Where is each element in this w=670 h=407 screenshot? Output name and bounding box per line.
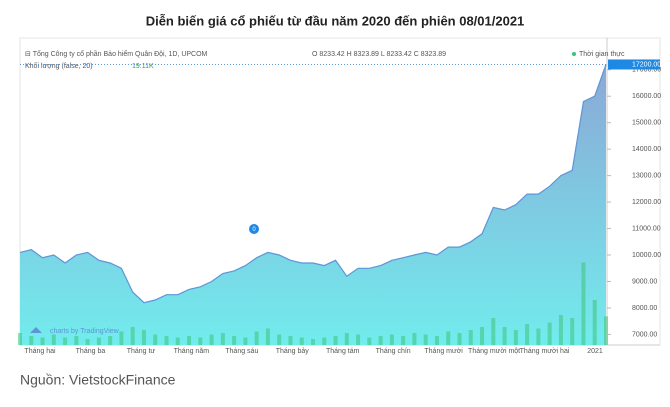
volume-bar: [277, 334, 282, 345]
volume-bar: [378, 336, 383, 345]
y-tick-label: 16000.00: [632, 93, 661, 100]
volume-bar: [401, 336, 406, 345]
x-tick-label: Tháng chín: [376, 348, 411, 355]
volume-bar: [74, 336, 79, 345]
volume-title: Khối lượng (false, 20): [25, 61, 93, 70]
volume-bar: [333, 336, 338, 345]
volume-bar: [164, 336, 169, 345]
volume-bar: [457, 333, 462, 345]
volume-bar: [344, 333, 349, 345]
y-tick-label: 13000.00: [632, 172, 661, 179]
volume-bar: [581, 262, 586, 345]
volume-bar: [547, 322, 552, 345]
volume-bar: [175, 337, 180, 345]
x-tick-label: Tháng bảy: [276, 348, 310, 355]
event-marker-label: 0: [252, 227, 256, 233]
volume-value: 19.11K: [132, 63, 154, 70]
volume-bar: [412, 333, 417, 345]
volume-bar: [288, 336, 293, 345]
y-tick-label: 8000.00: [632, 305, 657, 312]
volume-bar: [187, 336, 192, 345]
volume-bar: [254, 331, 259, 345]
ohlc-text: O 8233.42 H 8323.89 L 8233.42 C 8323.89: [312, 51, 446, 58]
y-tick-label: 11000.00: [632, 225, 661, 232]
x-tick-label: Tháng tư: [127, 348, 156, 355]
y-tick-label: 9000.00: [632, 278, 657, 285]
volume-bar: [311, 339, 315, 345]
x-tick-label: Tháng ba: [76, 348, 106, 355]
y-tick-label: 12000.00: [632, 199, 661, 206]
source: Nguồn: VietstockFinance: [20, 372, 176, 388]
volume-bar: [525, 324, 530, 345]
price-line: [19, 64, 607, 304]
x-tick-label: Tháng mười hai: [520, 348, 570, 355]
volume-bar: [108, 336, 113, 345]
volume-bar: [96, 337, 101, 345]
volume-bar: [536, 328, 541, 345]
series-title: ⊟ Tổng Công ty cổ phần Bảo hiểm Quân Đội…: [25, 49, 208, 58]
volume-bar: [85, 339, 90, 345]
volume-bar: [322, 337, 327, 345]
volume-bar: [592, 300, 597, 345]
volume-bar: [299, 337, 304, 345]
volume-bar: [513, 330, 518, 345]
x-tick-label: Tháng mười: [424, 348, 463, 355]
volume-bar: [423, 334, 428, 345]
x-tick-label: Tháng hai: [24, 348, 56, 355]
volume-bar: [570, 318, 575, 345]
y-tick-label: 17000.00: [632, 67, 661, 74]
y-tick-label: 15000.00: [632, 120, 661, 127]
realtime-label: Thời gian thực: [579, 51, 625, 58]
volume-bar: [130, 327, 135, 345]
last-price-label: 17200.00: [632, 61, 661, 68]
tradingview-logo: [30, 327, 42, 333]
volume-bar: [446, 331, 451, 345]
chart-title: Diễn biến giá cổ phiếu từ đầu năm 2020 đ…: [146, 13, 525, 28]
volume-bar: [604, 316, 608, 345]
credit: charts by TradingView: [50, 328, 120, 335]
volume-bar: [198, 337, 203, 345]
volume-bar: [29, 336, 34, 345]
y-tick-label: 10000.00: [632, 252, 661, 259]
x-tick-label: Tháng sáu: [225, 348, 258, 355]
y-tick-label: 7000.00: [632, 331, 657, 338]
volume-bar: [367, 337, 372, 345]
volume-bar: [209, 334, 214, 345]
volume-bar: [389, 334, 394, 345]
volume-bar: [468, 330, 473, 345]
volume-bar: [220, 333, 225, 345]
volume-bar: [119, 331, 124, 345]
volume-bar: [40, 337, 45, 345]
volume-bar: [232, 336, 237, 345]
volume-bar: [18, 333, 22, 345]
volume-bar: [491, 318, 496, 345]
volume-bar: [558, 315, 563, 345]
volume-bar: [141, 330, 146, 345]
x-tick-label: Tháng mười một: [468, 348, 520, 355]
volume-bar: [51, 334, 56, 345]
volume-bar: [434, 336, 439, 345]
y-tick-label: 14000.00: [632, 146, 661, 153]
volume-bar: [356, 334, 361, 345]
volume-bar: [243, 337, 248, 345]
volume-bar: [502, 327, 507, 345]
last-price-badge: [608, 59, 660, 70]
series-title-text: Tổng Công ty cổ phần Bảo hiểm Quân Đội, …: [33, 49, 208, 58]
event-marker: [249, 224, 259, 234]
plot-area: [18, 64, 608, 345]
x-tick-label: 2021: [587, 348, 603, 355]
realtime-dot: [572, 52, 576, 56]
volume-bar: [480, 327, 485, 345]
x-tick-label: Tháng tám: [326, 348, 360, 355]
volume-bar: [153, 334, 158, 345]
volume-bar: [265, 328, 270, 345]
x-tick-label: Tháng năm: [174, 348, 210, 355]
price-area: [20, 64, 606, 345]
volume-bar: [63, 337, 68, 345]
